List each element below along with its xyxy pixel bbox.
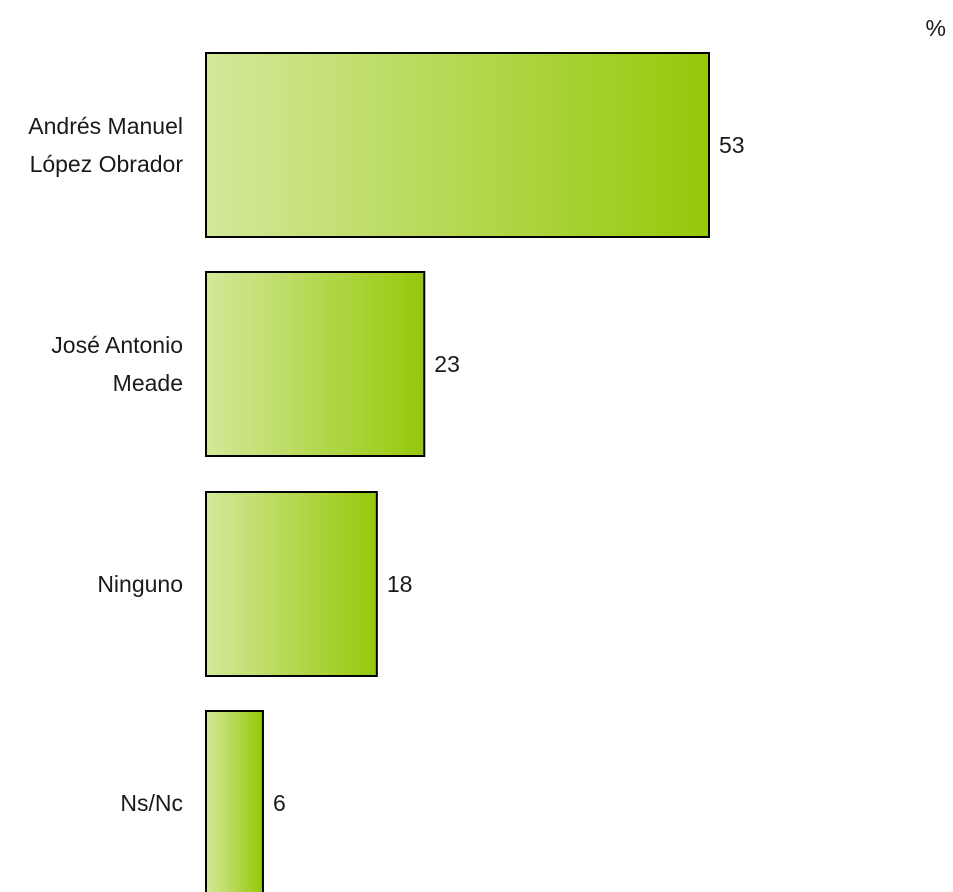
bar: [205, 710, 264, 892]
category-label: López Obrador: [30, 151, 184, 177]
category-label: Meade: [113, 370, 183, 396]
bar: [205, 52, 710, 238]
category-label: Ns/Nc: [120, 790, 183, 816]
unit-label: %: [926, 15, 946, 41]
bar: [205, 271, 426, 457]
bars-group: 53 Andrés Manuel López Obrador 23 José Anton…: [28, 52, 745, 892]
value-label: 53: [719, 132, 745, 158]
category-label: José Antonio: [51, 332, 183, 358]
bar: [205, 491, 378, 677]
value-label: 23: [434, 351, 460, 377]
category-label: Ninguno: [97, 571, 183, 597]
value-label: 6: [273, 790, 286, 816]
category-label: Andrés Manuel: [28, 113, 183, 139]
value-label: 18: [387, 571, 413, 597]
